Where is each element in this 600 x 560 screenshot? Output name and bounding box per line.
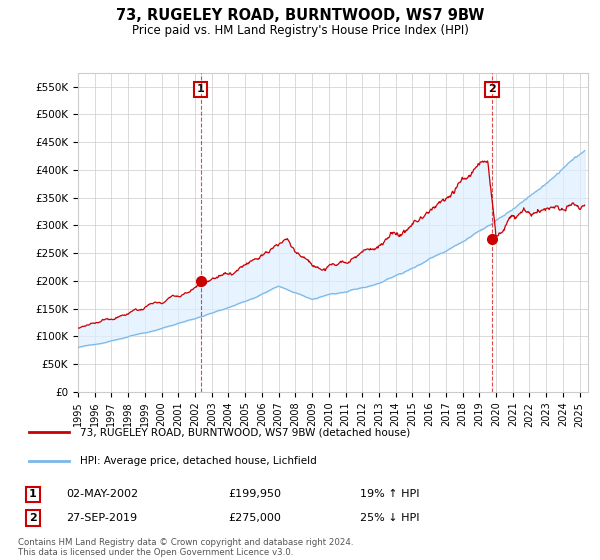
Text: 02-MAY-2002: 02-MAY-2002 (66, 489, 138, 500)
Text: £275,000: £275,000 (228, 513, 281, 523)
Text: 2: 2 (29, 513, 37, 523)
Text: HPI: Average price, detached house, Lichfield: HPI: Average price, detached house, Lich… (80, 456, 317, 466)
Text: Contains HM Land Registry data © Crown copyright and database right 2024.
This d: Contains HM Land Registry data © Crown c… (18, 538, 353, 557)
Text: 25% ↓ HPI: 25% ↓ HPI (360, 513, 419, 523)
Text: £199,950: £199,950 (228, 489, 281, 500)
Text: 27-SEP-2019: 27-SEP-2019 (66, 513, 137, 523)
Text: 2: 2 (488, 85, 496, 95)
Text: 1: 1 (197, 85, 205, 95)
Text: 73, RUGELEY ROAD, BURNTWOOD, WS7 9BW: 73, RUGELEY ROAD, BURNTWOOD, WS7 9BW (116, 8, 484, 24)
Text: Price paid vs. HM Land Registry's House Price Index (HPI): Price paid vs. HM Land Registry's House … (131, 24, 469, 36)
Text: 19% ↑ HPI: 19% ↑ HPI (360, 489, 419, 500)
Text: 73, RUGELEY ROAD, BURNTWOOD, WS7 9BW (detached house): 73, RUGELEY ROAD, BURNTWOOD, WS7 9BW (de… (80, 427, 410, 437)
Text: 1: 1 (29, 489, 37, 500)
